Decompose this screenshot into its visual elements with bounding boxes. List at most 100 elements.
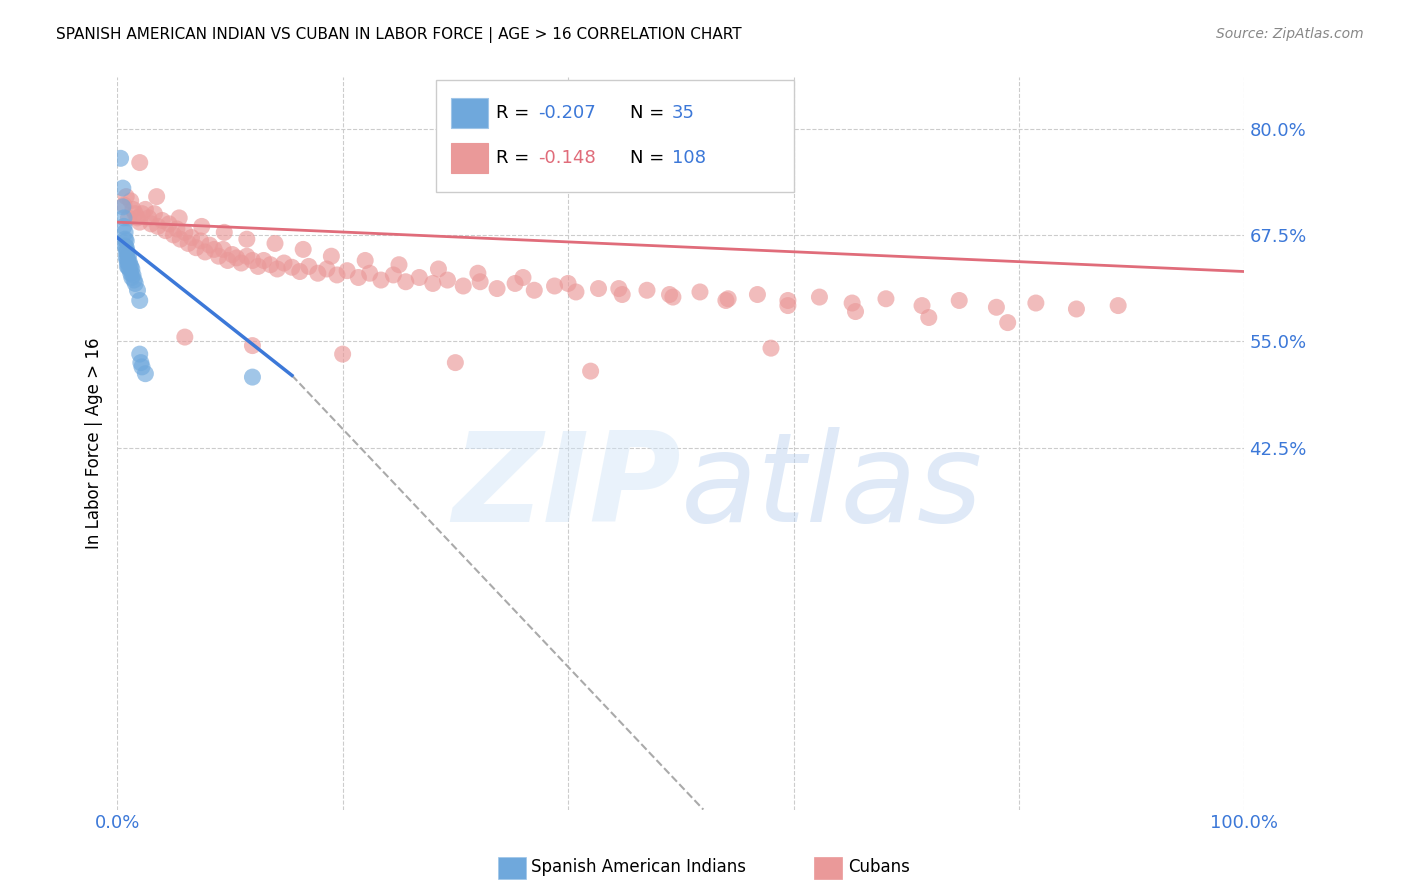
Point — [997, 316, 1019, 330]
Point — [662, 290, 685, 304]
Text: N =: N = — [630, 149, 669, 167]
Point — [612, 287, 634, 301]
Point — [112, 198, 135, 212]
Point — [565, 285, 588, 299]
Point — [242, 338, 264, 352]
Point — [486, 281, 509, 295]
Point — [408, 270, 430, 285]
Point — [236, 249, 259, 263]
Point — [117, 255, 139, 269]
Point — [236, 232, 259, 246]
Text: Spanish American Indians: Spanish American Indians — [531, 858, 747, 876]
Point — [173, 226, 195, 240]
Point — [117, 255, 139, 269]
Point — [129, 356, 152, 370]
Point — [225, 251, 247, 265]
Point — [115, 251, 138, 265]
Point — [127, 211, 149, 225]
Point — [689, 285, 711, 299]
Point — [115, 241, 138, 255]
Point — [145, 189, 167, 203]
Text: Cubans: Cubans — [848, 858, 910, 876]
Point — [202, 243, 225, 257]
Point — [307, 266, 329, 280]
Point — [918, 310, 941, 325]
Point — [117, 251, 139, 265]
Text: Source: ZipAtlas.com: Source: ZipAtlas.com — [1216, 27, 1364, 41]
Point — [1025, 296, 1047, 310]
Point — [579, 364, 602, 378]
Point — [717, 292, 740, 306]
Point — [714, 293, 737, 308]
Point — [115, 244, 138, 259]
Point — [808, 290, 831, 304]
Point — [948, 293, 970, 308]
Point — [259, 258, 281, 272]
Point — [150, 213, 173, 227]
Point — [354, 253, 377, 268]
Point — [388, 258, 411, 272]
Point — [242, 253, 264, 268]
Point — [115, 189, 138, 203]
Point — [747, 287, 769, 301]
Point — [911, 299, 934, 313]
Point — [117, 211, 139, 225]
Point — [114, 239, 136, 253]
Point — [118, 262, 141, 277]
Point — [111, 181, 134, 195]
Point — [139, 217, 162, 231]
Point — [467, 266, 489, 280]
Text: R =: R = — [496, 149, 536, 167]
Point — [292, 243, 315, 257]
Point — [138, 211, 160, 225]
Point — [288, 264, 311, 278]
Point — [217, 253, 239, 268]
Point — [557, 277, 579, 291]
Point — [169, 232, 191, 246]
Point — [607, 281, 630, 295]
Point — [162, 227, 184, 242]
Point — [875, 292, 897, 306]
Point — [266, 262, 288, 277]
Point — [114, 232, 136, 246]
Point — [155, 224, 177, 238]
Point — [422, 277, 444, 291]
Point — [120, 194, 142, 208]
Text: -0.148: -0.148 — [538, 149, 596, 167]
Point — [273, 256, 295, 270]
Point — [395, 275, 418, 289]
Point — [512, 270, 534, 285]
Point — [121, 262, 143, 277]
Point — [114, 226, 136, 240]
Point — [117, 260, 139, 274]
Point — [131, 359, 153, 374]
Point — [190, 219, 212, 234]
Point — [177, 236, 200, 251]
Point — [127, 283, 149, 297]
Point — [451, 279, 474, 293]
Point — [844, 304, 866, 318]
Point — [221, 247, 243, 261]
Text: R =: R = — [496, 104, 536, 122]
Point — [370, 273, 392, 287]
Text: 35: 35 — [672, 104, 695, 122]
Point — [167, 211, 190, 225]
Point — [776, 299, 799, 313]
Point — [321, 249, 343, 263]
Point — [588, 281, 610, 295]
Point — [166, 222, 188, 236]
Point — [298, 260, 321, 274]
Point — [143, 207, 166, 221]
Point — [382, 268, 405, 282]
Point — [134, 202, 156, 217]
Point — [122, 202, 145, 217]
Point — [173, 330, 195, 344]
Text: N =: N = — [630, 104, 669, 122]
Point — [336, 263, 359, 277]
Point — [180, 230, 202, 244]
Point — [194, 244, 217, 259]
Point — [184, 241, 207, 255]
Point — [134, 367, 156, 381]
Point — [124, 277, 146, 291]
Point — [117, 244, 139, 259]
